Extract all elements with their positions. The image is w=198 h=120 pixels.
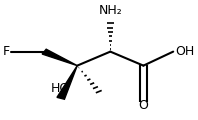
Text: O: O — [138, 99, 148, 112]
Polygon shape — [57, 66, 77, 99]
Text: F: F — [2, 45, 10, 58]
Text: HO: HO — [51, 82, 70, 95]
Text: NH₂: NH₂ — [98, 4, 122, 17]
Text: OH: OH — [175, 45, 194, 58]
Polygon shape — [42, 49, 77, 66]
